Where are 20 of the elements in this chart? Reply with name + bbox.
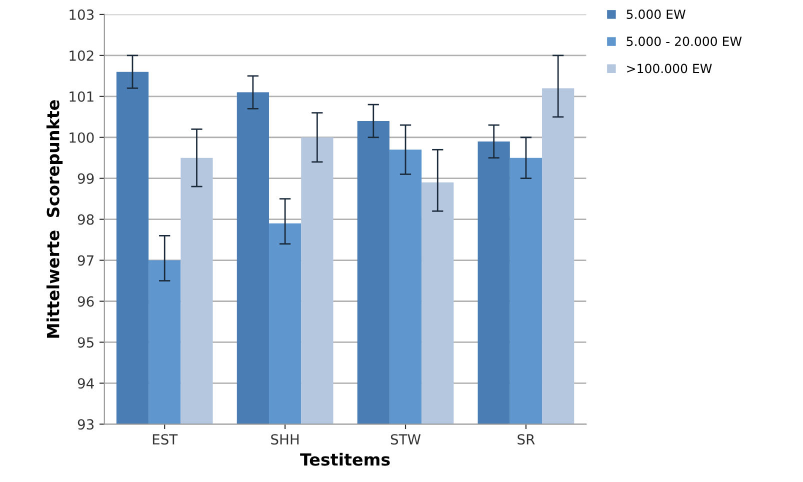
y-tick-label: 102 [70, 50, 94, 61]
legend-label: 5.000 - 20.000 EW [626, 36, 742, 46]
y-tick-label: 103 [70, 9, 94, 20]
y-tick-label: 96 [78, 296, 94, 307]
legend-label: 5.000 EW [626, 10, 686, 19]
y-tick-label: 94 [78, 378, 94, 389]
x-tick-label: STW [390, 434, 421, 445]
y-tick-label: 101 [70, 91, 94, 102]
y-tick-label: 99 [78, 173, 94, 184]
x-axis-title: Testitems [300, 452, 390, 466]
y-tick-label: 95 [78, 337, 94, 348]
y-tick-label: 97 [78, 255, 94, 266]
y-tick-label: 93 [78, 419, 94, 430]
x-tick-label: EST [152, 434, 178, 445]
y-axis-title: Mittelwerte Scorepunkte [46, 100, 63, 338]
x-tick-label: SR [518, 434, 535, 445]
x-tick-label: SHH [271, 434, 299, 445]
y-tick-label: 100 [70, 132, 94, 143]
legend-label: >100.000 EW [627, 64, 712, 74]
y-tick-label: 98 [78, 214, 94, 225]
